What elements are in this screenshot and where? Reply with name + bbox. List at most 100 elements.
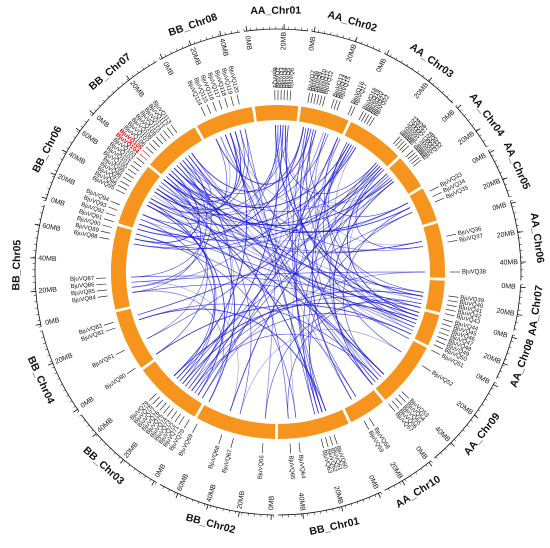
gene-label: BjuVQ68 xyxy=(208,445,222,470)
minor-tick xyxy=(454,439,457,442)
minor-tick xyxy=(515,218,518,220)
chromosome-arc xyxy=(111,225,132,310)
gene-marker xyxy=(411,157,420,164)
synteny-link xyxy=(158,169,384,225)
synteny-link xyxy=(176,211,413,379)
minor-tick xyxy=(108,448,111,451)
major-tick xyxy=(474,414,479,419)
synteny-link xyxy=(311,144,352,400)
gene-label: BjuVQ5 xyxy=(285,67,292,89)
minor-tick xyxy=(425,464,428,467)
gene-marker xyxy=(350,106,356,117)
gene-marker xyxy=(155,136,164,145)
minor-tick xyxy=(437,86,440,89)
gene-marker xyxy=(115,189,125,195)
minor-tick xyxy=(54,169,57,172)
gene-marker xyxy=(439,331,449,337)
gene-marker xyxy=(115,349,125,355)
minor-tick xyxy=(368,497,371,500)
gene-marker xyxy=(447,240,458,243)
synteny-link xyxy=(188,295,422,389)
minor-tick xyxy=(499,370,503,373)
gene-marker xyxy=(448,295,459,298)
gene-label: BjuVQ66 xyxy=(257,454,265,479)
synteny-link xyxy=(182,290,424,385)
gene-label: BjuVQ81 xyxy=(92,353,117,370)
synteny-link xyxy=(182,160,235,394)
major-tick xyxy=(457,104,462,109)
synteny-link xyxy=(274,125,424,297)
minor-tick xyxy=(193,41,196,44)
gene-marker xyxy=(152,396,160,405)
minor-tick xyxy=(458,434,461,437)
minor-tick xyxy=(133,468,136,471)
minor-tick xyxy=(138,472,141,475)
minor-tick xyxy=(374,494,377,498)
minor-tick xyxy=(512,206,515,208)
minor-tick xyxy=(502,364,505,367)
synteny-link xyxy=(133,124,279,248)
major-tick xyxy=(245,26,248,32)
chromosome-arc xyxy=(115,308,154,368)
gene-marker xyxy=(429,186,439,192)
tick-label: 0MB xyxy=(50,197,66,208)
gene-marker xyxy=(446,233,457,237)
minor-tick xyxy=(350,503,353,507)
tick-label: 0MB xyxy=(375,57,388,73)
chromosome-arc xyxy=(254,104,299,122)
synteny-link xyxy=(142,138,228,225)
tick-label: 60MB xyxy=(42,223,62,233)
minor-tick xyxy=(491,387,494,390)
gene-marker xyxy=(422,365,431,372)
minor-tick xyxy=(445,448,448,451)
synteny-link xyxy=(154,128,249,210)
chromosome-arc xyxy=(414,311,440,346)
gene-marker xyxy=(445,308,456,312)
synteny-link xyxy=(188,155,421,308)
gene-marker xyxy=(261,443,264,454)
gene-marker xyxy=(405,149,414,158)
tick-label: 20MB xyxy=(38,286,57,294)
chromosome-arc xyxy=(197,404,276,439)
tick-label: 0MB xyxy=(244,35,253,51)
chromosome-label: AA_Chr06 xyxy=(528,212,547,264)
gene-marker xyxy=(218,99,223,110)
gene-marker xyxy=(333,434,338,445)
gene-marker xyxy=(122,176,132,183)
major-tick xyxy=(450,442,455,447)
gene-marker xyxy=(388,403,396,412)
minor-tick xyxy=(410,475,412,479)
gene-marker xyxy=(363,420,370,430)
minor-tick xyxy=(164,54,167,57)
chromosome-arc xyxy=(278,409,349,439)
minor-tick xyxy=(510,340,514,342)
synteny-link xyxy=(138,308,327,412)
gene-label: BjuVQ11 xyxy=(320,69,332,94)
tick-label: 0MB xyxy=(367,475,379,491)
gene-marker xyxy=(440,327,451,332)
major-tick xyxy=(159,53,163,59)
major-tick xyxy=(188,40,192,46)
chromosome-label: AA_Chr10 xyxy=(393,473,442,510)
gene-marker xyxy=(224,97,228,108)
synteny-link xyxy=(280,125,377,194)
gene-marker xyxy=(391,400,399,409)
gene-marker xyxy=(307,92,310,103)
gene-marker xyxy=(163,130,170,139)
tick-label: 0MB xyxy=(441,109,457,124)
tick-label: 0MB xyxy=(501,283,516,291)
minor-tick xyxy=(504,358,508,361)
minor-tick xyxy=(342,35,344,38)
minor-tick xyxy=(107,95,110,98)
minor-tick xyxy=(463,114,467,116)
minor-tick xyxy=(175,48,178,51)
minor-tick xyxy=(49,360,53,363)
tick-label: 40MB xyxy=(67,151,87,166)
synteny-link xyxy=(334,147,423,301)
minor-tick xyxy=(406,63,409,67)
gene-marker xyxy=(441,323,452,328)
minor-tick xyxy=(84,120,87,123)
minor-tick xyxy=(126,78,129,81)
minor-tick xyxy=(168,489,170,492)
